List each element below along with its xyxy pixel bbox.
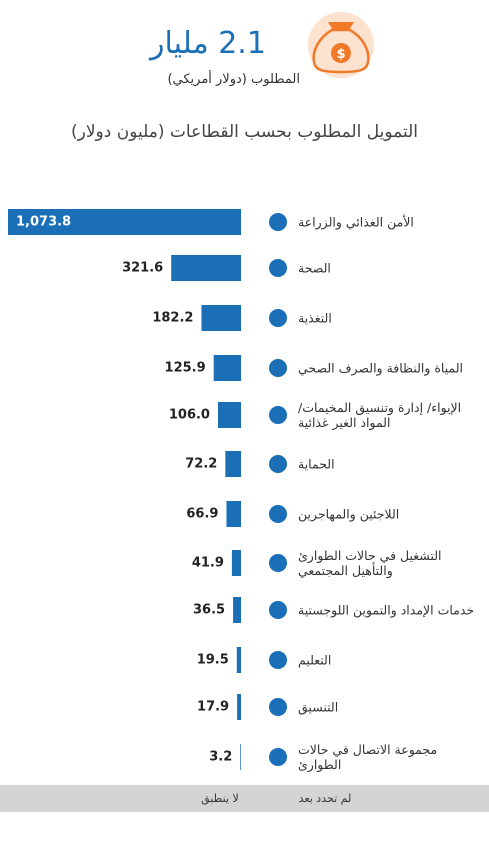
category-label: المياة والنظافة والصرف الصحي <box>298 360 464 376</box>
value-label: 3.2 <box>209 749 233 765</box>
value-label: 125.9 <box>164 360 206 376</box>
sector-icon <box>269 309 287 327</box>
category-label: الصحة <box>298 260 331 276</box>
category-label: التغذية <box>298 310 332 326</box>
bar <box>226 501 241 527</box>
value-label: 321.6 <box>122 260 164 276</box>
legend-entry: لا ينطبق <box>201 792 239 805</box>
sector-icon <box>269 698 287 716</box>
bar <box>231 550 241 576</box>
category-label: التشغيل في حالات الطوارئ والتأهيل المجتم… <box>298 548 442 578</box>
sector-icon <box>269 651 287 669</box>
bar <box>237 694 241 720</box>
bar <box>201 305 241 331</box>
category-label: الإيواء/ إدارة وتنسيق المخيمات/ المواد ا… <box>298 400 462 430</box>
bar <box>233 597 241 623</box>
bar <box>225 451 241 477</box>
sector-icon <box>269 554 287 572</box>
bar <box>236 647 241 673</box>
sector-icon <box>269 213 287 231</box>
bar <box>217 402 241 428</box>
sector-icon <box>269 601 287 619</box>
sector-icon <box>269 455 287 473</box>
sector-icon <box>269 505 287 523</box>
value-label: 182.2 <box>152 310 194 326</box>
bar <box>8 209 241 235</box>
category-label: الأمن الغذائي والزراعة <box>298 214 414 230</box>
value-label: 19.5 <box>196 652 229 668</box>
value-label: 17.9 <box>197 699 230 715</box>
value-label: 1,073.8 <box>16 214 72 230</box>
subheadline: المطلوب (دولار أمريكي) <box>167 72 300 87</box>
value-label: 66.9 <box>186 506 219 522</box>
value-label: 106.0 <box>168 407 210 423</box>
sector-icon <box>269 259 287 277</box>
value-label: 41.9 <box>191 555 224 571</box>
bar <box>213 355 241 381</box>
chart-title: التمويل المطلوب بحسب القطاعات (مليون دول… <box>71 122 418 142</box>
category-label: التنسيق <box>298 699 339 715</box>
legend-band <box>0 785 489 812</box>
sector-icon <box>269 359 287 377</box>
category-label: التعليم <box>298 652 332 668</box>
value-label: 72.2 <box>185 456 218 472</box>
bar <box>240 744 241 770</box>
category-label: الحماية <box>298 456 335 472</box>
money-bag-icon: $ <box>308 12 374 78</box>
value-label: 36.5 <box>193 602 226 618</box>
headline: 2.1 مليار <box>150 26 266 61</box>
bar <box>171 255 241 281</box>
sector-icon <box>269 406 287 424</box>
category-label: مجموعة الاتصال في حالات الطوارئ <box>298 742 438 772</box>
sector-icon <box>269 748 287 766</box>
category-label: اللاجئين والمهاجرين <box>298 506 400 522</box>
category-label: خدمات الإمداد والتموين اللوجستية <box>298 602 475 618</box>
svg-text:$: $ <box>336 47 345 62</box>
legend-entry: لم تحدد بعد <box>298 792 352 805</box>
